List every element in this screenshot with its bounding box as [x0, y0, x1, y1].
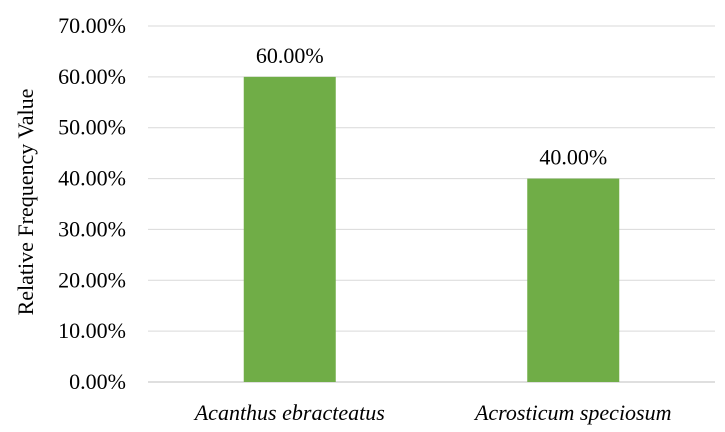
y-axis-title: Relative Frequency Value — [13, 89, 38, 316]
bar — [243, 76, 336, 382]
data-labels: 60.00% 40.00% — [256, 43, 607, 170]
y-tick-label: 30.00% — [58, 216, 126, 241]
y-tick-label: 50.00% — [58, 115, 126, 140]
data-label: 40.00% — [539, 145, 607, 170]
x-axis-categories: Acanthus ebracteatus Acrosticum speciosum — [193, 400, 672, 425]
y-axis-ticks: 0.00% 10.00% 20.00% 30.00% 40.00% 50.00% 60.00… — [58, 13, 126, 394]
bars — [243, 76, 620, 382]
gridlines — [148, 25, 715, 383]
y-tick-label: 10.00% — [58, 318, 126, 343]
y-tick-label: 20.00% — [58, 267, 126, 292]
y-tick-label: 40.00% — [58, 166, 126, 191]
x-category-label: Acanthus ebracteatus — [193, 400, 385, 425]
data-label: 60.00% — [256, 43, 324, 68]
bar — [527, 178, 620, 382]
x-category-label: Acrosticum speciosum — [473, 400, 672, 425]
y-tick-label: 60.00% — [58, 64, 126, 89]
y-tick-label: 0.00% — [69, 369, 126, 394]
y-tick-label: 70.00% — [58, 13, 126, 38]
